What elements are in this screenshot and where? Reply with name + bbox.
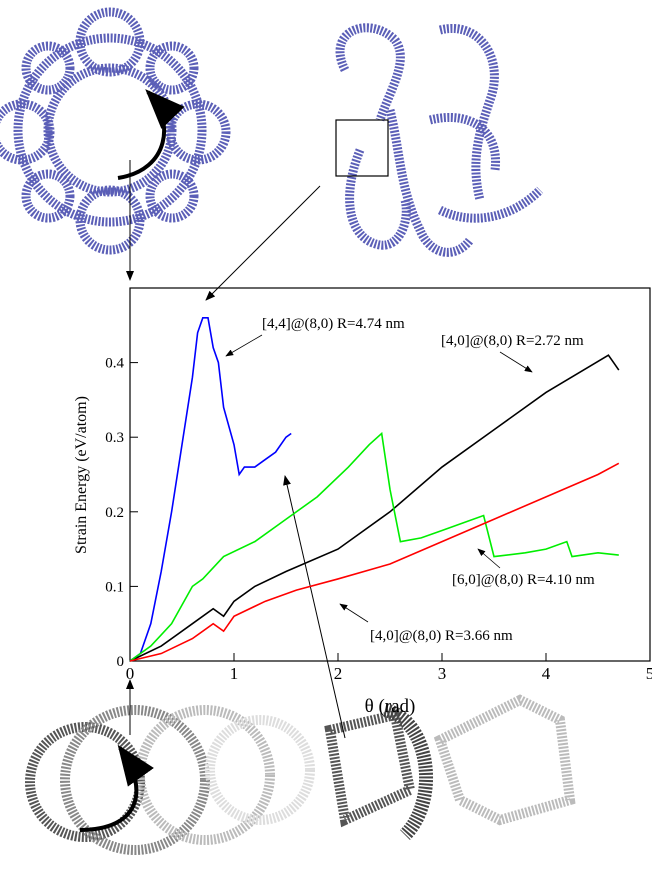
- annotation-arrow: [340, 604, 368, 622]
- y-axis-label: Strain Energy (eV/atom): [73, 396, 90, 554]
- rotation-arrow: [80, 748, 136, 830]
- series-line: [130, 433, 619, 661]
- body: θ (rad) Strain Energy (eV/atom) 0 1 2 3 4 5 0 0…: [0, 0, 652, 884]
- y-tick-label: 0.1: [105, 579, 124, 595]
- x-tick-label: 4: [542, 664, 551, 683]
- molecule-bottom-left: [30, 710, 310, 850]
- y-tick-label: 0.3: [105, 430, 124, 446]
- molecule-bottom-right: [330, 700, 570, 835]
- x-tick-label: 5: [646, 664, 652, 683]
- zoom-box: [336, 120, 388, 176]
- series-label: [4,0]@(8,0) R=2.72 nm: [441, 333, 584, 349]
- series-label: [6,0]@(8,0) R=4.10 nm: [452, 572, 595, 588]
- molecule-top-left: [0, 12, 226, 250]
- x-axis-label: θ (rad): [365, 696, 416, 717]
- y-tick-label: 0: [117, 654, 125, 670]
- x-tick-label: 3: [438, 664, 447, 683]
- series-label: [4,4]@(8,0) R=4.74 nm: [262, 316, 405, 332]
- series-line: [130, 355, 619, 661]
- x-tick-label: 1: [230, 664, 239, 683]
- x-tick-label: 2: [334, 664, 343, 683]
- connector-arrow: [285, 476, 345, 738]
- page: {"chart_data": {"type": "line", "x_label…: [0, 0, 652, 884]
- series-line: [130, 318, 291, 661]
- y-tick-label: 0.2: [105, 505, 124, 521]
- annotation-arrow: [226, 335, 262, 356]
- series-label: [4,0]@(8,0) R=3.66 nm: [370, 628, 513, 644]
- annotation-arrow: [500, 352, 532, 372]
- x-tick-label: 0: [126, 664, 135, 683]
- connector-arrow: [206, 186, 320, 300]
- molecule-top-right: [340, 28, 540, 253]
- figure: θ (rad) Strain Energy (eV/atom) 0 1 2 3 4 5 0 0…: [0, 0, 652, 884]
- annotation-arrow: [478, 549, 500, 568]
- y-tick-label: 0.4: [105, 356, 124, 372]
